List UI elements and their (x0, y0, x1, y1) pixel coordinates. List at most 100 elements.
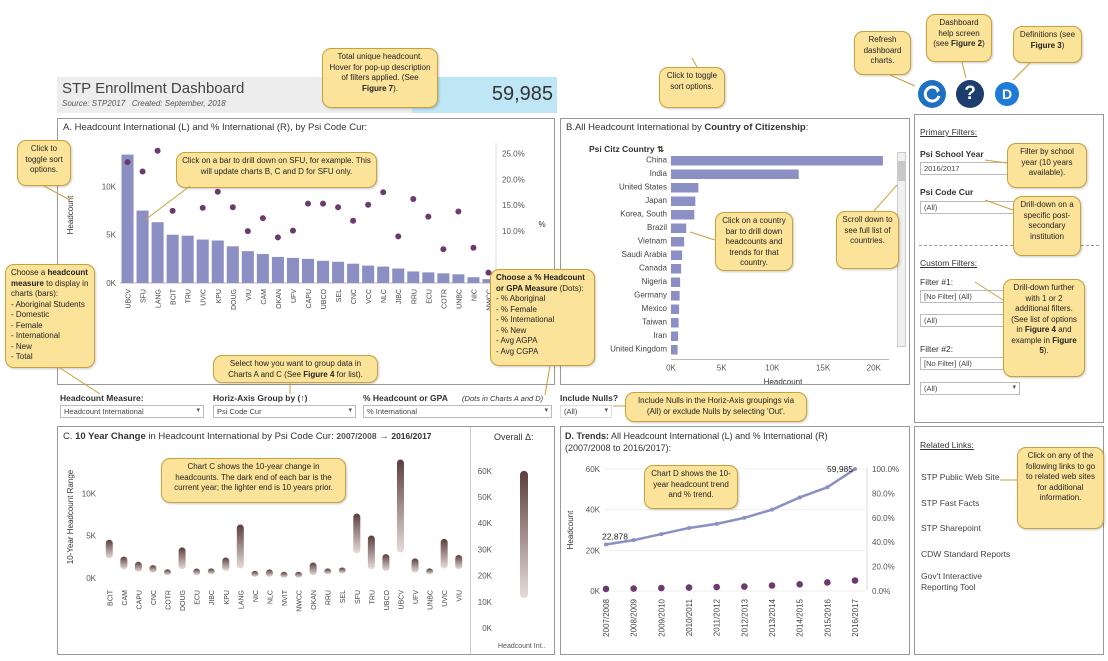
bar-sfu[interactable] (136, 210, 149, 283)
filter2-select-a[interactable]: [No Filter] (All) (920, 357, 1020, 370)
link-stp-sharepoint[interactable]: STP Sharepoint (921, 523, 981, 533)
country-header[interactable]: Psi Citz Country ⇅ (589, 144, 664, 155)
y-axis-label: 10-Year Headcount Range (66, 469, 75, 564)
range-bar-ubcv[interactable] (396, 459, 404, 553)
range-bar-cnc[interactable] (149, 565, 157, 573)
range-bar-nlc[interactable] (265, 569, 273, 577)
callout-cf-end: ). (1043, 346, 1049, 355)
x-tick-label: 0K (666, 364, 676, 373)
help-icon[interactable]: ? (956, 80, 984, 108)
range-bar-cam[interactable] (120, 556, 128, 570)
range-bar-doug[interactable] (178, 547, 186, 570)
range-bar-viu[interactable] (455, 554, 463, 570)
range-bar-sel[interactable] (338, 567, 346, 574)
school-code-select[interactable]: (All) (920, 201, 1020, 214)
range-bar-rru[interactable] (324, 568, 332, 575)
range-bar-sfu[interactable] (353, 513, 361, 554)
bar-ubcv[interactable] (121, 154, 134, 283)
x-tick-label: DOUG (231, 289, 238, 310)
school-year-select[interactable]: 2016/2017 (920, 162, 1020, 175)
bar-country[interactable] (671, 156, 883, 166)
country-label: Iran (653, 331, 667, 340)
range-bar-tru[interactable] (367, 535, 375, 570)
bar-country[interactable] (671, 250, 683, 261)
bar-country[interactable] (671, 264, 682, 274)
bar-country[interactable] (671, 210, 695, 220)
bar-okan[interactable] (271, 256, 284, 283)
x-tick-label: 2007/2008 (602, 598, 611, 636)
bar-country[interactable] (671, 345, 678, 355)
definitions-icon[interactable]: D (995, 82, 1019, 106)
link-stp-fast-facts[interactable]: STP Fast Facts (921, 498, 980, 508)
bar-ubco[interactable] (317, 260, 330, 283)
bar-nlc[interactable] (377, 266, 390, 283)
headcount-point (825, 485, 830, 490)
range-bar-unbc[interactable] (426, 568, 434, 575)
dot-vcc (365, 201, 372, 208)
bar-tru[interactable] (181, 235, 194, 283)
bar-ecu[interactable] (422, 272, 435, 283)
bar-cotr[interactable] (437, 273, 450, 283)
pct-measure-select[interactable]: % International ▾ (363, 405, 552, 418)
range-bar-uvic[interactable] (440, 538, 448, 569)
range-bar-nic[interactable] (251, 570, 259, 577)
include-nulls-select[interactable]: (All) ▾ (560, 405, 612, 418)
bar-country[interactable] (671, 291, 680, 301)
headcount-point (797, 495, 802, 500)
range-bar-jibc[interactable] (207, 568, 215, 575)
bar-doug[interactable] (226, 246, 239, 283)
bar-kpu[interactable] (211, 240, 224, 283)
x-tick-label: BCIT (171, 288, 178, 305)
link-gov-reporting[interactable]: Gov't Interactive Reporting Tool (921, 571, 983, 592)
range-bar-lang[interactable] (236, 524, 244, 569)
bar-rru[interactable] (407, 271, 420, 283)
range-bar-ecu[interactable] (193, 568, 201, 576)
range-bar-kpu[interactable] (222, 557, 230, 572)
bar-sel[interactable] (332, 261, 345, 283)
pct-dot (630, 585, 637, 592)
bar-uvic[interactable] (196, 239, 209, 283)
bar-country[interactable] (671, 318, 679, 328)
callout-toggle-sort-a: Click to toggle sort options. (17, 140, 71, 186)
chevron-down-icon: ▾ (604, 407, 608, 414)
link-stp-public[interactable]: STP Public Web Site (921, 472, 1000, 482)
bar-nwcc[interactable] (482, 279, 495, 283)
bar-ufv[interactable] (286, 257, 299, 283)
x-tick-label: OKAN (276, 289, 283, 309)
range-bar-nwcc[interactable] (295, 571, 303, 578)
bar-vcc[interactable] (362, 265, 375, 283)
range-bar-cotr[interactable] (164, 569, 172, 576)
callout-cf-ref2: Figure 5 (1039, 335, 1077, 356)
bar-cam[interactable] (256, 254, 269, 283)
range-bar-capu[interactable] (134, 561, 142, 572)
bar-jibc[interactable] (392, 268, 405, 283)
bar-country[interactable] (671, 183, 699, 193)
bar-country[interactable] (671, 331, 679, 342)
bar-country[interactable] (671, 196, 696, 207)
bar-country[interactable] (671, 304, 680, 315)
bar-capu[interactable] (301, 258, 315, 283)
bar-viu[interactable] (241, 251, 254, 283)
range-bar-okan[interactable] (309, 562, 317, 576)
range-bar-bcit[interactable] (105, 539, 113, 559)
refresh-icon[interactable] (918, 80, 946, 108)
range-bar-nvit[interactable] (280, 571, 288, 578)
headcount-measure-select[interactable]: Headcount International ▾ (60, 405, 204, 418)
filter2-select-b[interactable]: (All) ▾ (920, 382, 1020, 395)
horiz-axis-select[interactable]: Psi Code Cur ▾ (213, 405, 356, 418)
bar-country[interactable] (671, 169, 799, 180)
bar-nic[interactable] (467, 277, 480, 283)
x-tick-label: 2011/2012 (713, 598, 722, 636)
bar-cnc[interactable] (347, 263, 360, 283)
bar-unbc[interactable] (452, 274, 465, 283)
chevron-down-icon: ▾ (348, 407, 352, 414)
link-cdw-reports[interactable]: CDW Standard Reports (921, 549, 1011, 559)
range-bar-ubco[interactable] (382, 554, 390, 572)
sort-icon[interactable]: ⇅ (657, 144, 665, 154)
bar-bcit[interactable] (166, 234, 179, 283)
bar-country[interactable] (671, 223, 687, 234)
bar-lang[interactable] (151, 222, 164, 283)
bar-country[interactable] (671, 277, 681, 288)
bar-country[interactable] (671, 237, 685, 247)
range-bar-ufv[interactable] (411, 558, 419, 573)
